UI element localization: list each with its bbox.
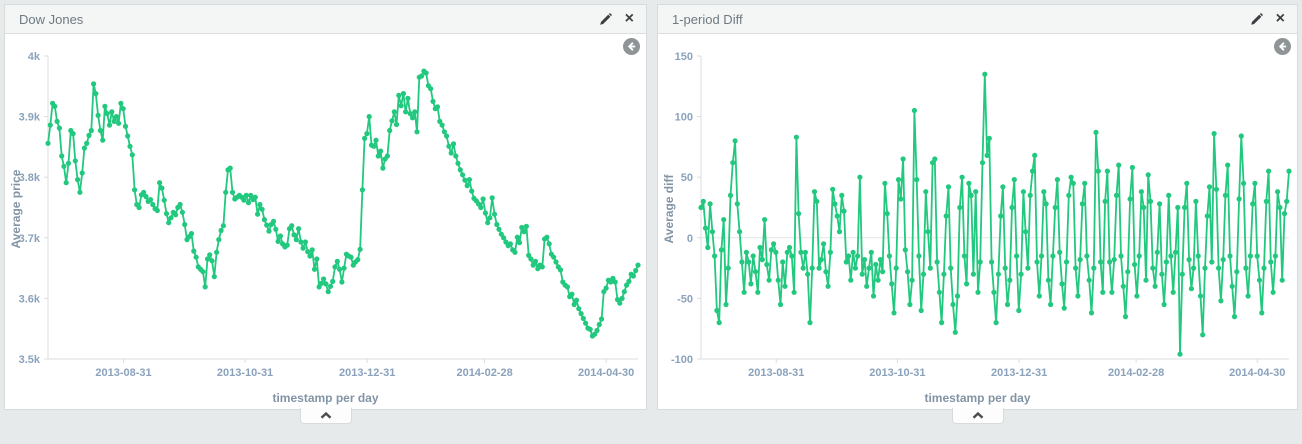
- panel-actions: ×: [1250, 10, 1285, 27]
- panel-actions: ×: [599, 10, 634, 27]
- svg-text:2013-12-31: 2013-12-31: [991, 367, 1047, 379]
- svg-text:3.5k: 3.5k: [19, 354, 41, 366]
- close-panel-button[interactable]: ×: [624, 10, 634, 27]
- back-arrow-icon: [627, 42, 636, 51]
- svg-text:3.7k: 3.7k: [19, 233, 41, 245]
- panel-title: Dow Jones: [19, 11, 84, 27]
- close-icon: ×: [1275, 10, 1285, 27]
- chart-area[interactable]: 4k 3.9k 3.8k 3.7k 3.6k 3.5k 2013-08-31 2013-10-…: [5, 34, 646, 409]
- svg-text:0: 0: [687, 233, 693, 245]
- svg-text:2013-08-31: 2013-08-31: [748, 367, 804, 379]
- svg-text:3.8k: 3.8k: [19, 172, 41, 184]
- svg-text:-50: -50: [677, 293, 693, 305]
- history-back-button[interactable]: [1274, 38, 1291, 55]
- svg-text:2014-02-28: 2014-02-28: [1108, 367, 1164, 379]
- back-arrow-icon: [1278, 42, 1287, 51]
- chart-area[interactable]: 150 100 50 0 -50 -100 2013-08-31 2013-10-31 2013…: [658, 34, 1297, 409]
- chevron-up-icon: [972, 412, 983, 419]
- panel-header: 1-period Diff ×: [658, 5, 1297, 34]
- pencil-icon: [1250, 12, 1263, 25]
- collapse-panel-button[interactable]: [951, 408, 1004, 424]
- close-icon: ×: [624, 10, 634, 27]
- line-chart: 150 100 50 0 -50 -100 2013-08-31 2013-10-31 2013…: [671, 51, 1292, 379]
- svg-text:-100: -100: [671, 354, 693, 366]
- svg-text:2013-10-31: 2013-10-31: [217, 367, 273, 379]
- line-chart: 4k 3.9k 3.8k 3.7k 3.6k 3.5k 2013-08-31 2013-10-…: [19, 51, 641, 379]
- close-panel-button[interactable]: ×: [1275, 10, 1285, 27]
- pencil-icon: [599, 12, 612, 25]
- collapse-panel-button[interactable]: [299, 408, 352, 424]
- panel-title: 1-period Diff: [672, 11, 743, 27]
- y-axis-title: Average diff: [662, 174, 676, 244]
- svg-text:2013-10-31: 2013-10-31: [869, 367, 925, 379]
- history-back-button[interactable]: [623, 38, 640, 55]
- svg-text:2014-02-28: 2014-02-28: [456, 367, 512, 379]
- y-axis-title: Average price: [9, 169, 23, 249]
- panel-1-period-diff: 1-period Diff × 150 100 50 0 -50 -100 2013-08-…: [657, 4, 1298, 424]
- x-axis-title: timestamp per day: [924, 391, 1031, 405]
- x-axis-title: timestamp per day: [272, 391, 379, 405]
- svg-text:3.6k: 3.6k: [19, 293, 41, 305]
- edit-panel-button[interactable]: [1250, 12, 1263, 26]
- svg-text:2013-12-31: 2013-12-31: [339, 367, 395, 379]
- svg-text:2014-04-30: 2014-04-30: [1229, 367, 1285, 379]
- chevron-up-icon: [320, 412, 331, 419]
- svg-text:100: 100: [675, 112, 693, 124]
- panel-header: Dow Jones ×: [5, 5, 646, 34]
- edit-panel-button[interactable]: [599, 12, 612, 26]
- svg-text:2014-04-30: 2014-04-30: [578, 367, 634, 379]
- svg-text:4k: 4k: [28, 51, 41, 63]
- svg-text:150: 150: [675, 51, 693, 63]
- panel-dow-jones: Dow Jones × 4k 3.9k 3.8k 3.7k 3.6k 3.5k 2013-0…: [4, 4, 647, 424]
- svg-text:50: 50: [681, 172, 693, 184]
- svg-text:3.9k: 3.9k: [19, 112, 41, 124]
- svg-text:2013-08-31: 2013-08-31: [95, 367, 151, 379]
